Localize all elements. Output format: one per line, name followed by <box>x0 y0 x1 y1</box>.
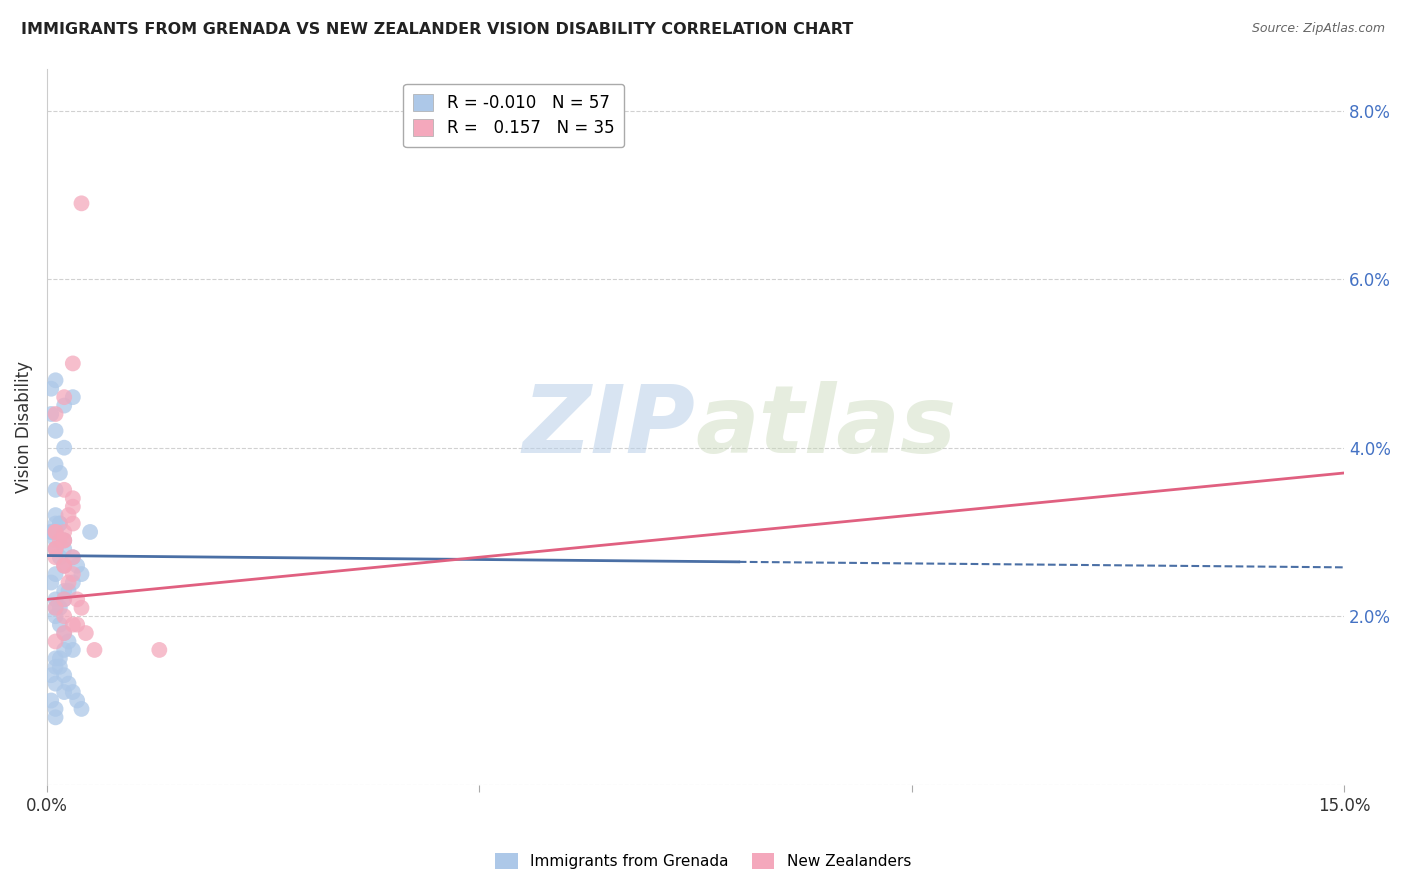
Point <box>53 533 76 548</box>
Point <box>58 676 80 690</box>
Point <box>45 458 67 472</box>
Point <box>49 533 72 548</box>
Point <box>70 600 93 615</box>
Point <box>62 617 84 632</box>
Legend: R = -0.010   N = 57, R =   0.157   N = 35: R = -0.010 N = 57, R = 0.157 N = 35 <box>404 84 624 147</box>
Text: ZIP: ZIP <box>523 381 696 473</box>
Point <box>66 617 89 632</box>
Point <box>83 643 105 657</box>
Point <box>53 390 76 404</box>
Point <box>49 660 72 674</box>
Point <box>62 550 84 565</box>
Point <box>70 702 93 716</box>
Point <box>53 592 76 607</box>
Point <box>49 550 72 565</box>
Point <box>49 516 72 531</box>
Point <box>45 651 67 665</box>
Point <box>45 524 67 539</box>
Point <box>49 466 72 480</box>
Point <box>45 424 67 438</box>
Point <box>39 668 62 682</box>
Point <box>62 390 84 404</box>
Point <box>62 491 84 506</box>
Point <box>45 609 67 624</box>
Point <box>39 407 62 421</box>
Point <box>45 634 67 648</box>
Point <box>53 533 76 548</box>
Point <box>58 508 80 522</box>
Text: IMMIGRANTS FROM GRENADA VS NEW ZEALANDER VISION DISABILITY CORRELATION CHART: IMMIGRANTS FROM GRENADA VS NEW ZEALANDER… <box>21 22 853 37</box>
Point <box>66 558 89 573</box>
Point <box>70 567 93 582</box>
Point <box>62 643 84 657</box>
Point <box>45 676 67 690</box>
Point <box>39 693 62 707</box>
Point <box>53 524 76 539</box>
Point <box>45 524 67 539</box>
Point <box>62 550 84 565</box>
Point <box>58 583 80 598</box>
Point <box>53 643 76 657</box>
Point <box>53 558 76 573</box>
Point <box>45 516 67 531</box>
Point <box>62 500 84 514</box>
Point <box>53 583 76 598</box>
Point <box>53 441 76 455</box>
Text: Source: ZipAtlas.com: Source: ZipAtlas.com <box>1251 22 1385 36</box>
Point <box>53 483 76 497</box>
Point <box>45 533 67 548</box>
Point <box>53 685 76 699</box>
Point <box>39 382 62 396</box>
Point <box>53 609 76 624</box>
Point <box>62 575 84 590</box>
Point <box>79 524 101 539</box>
Point <box>39 575 62 590</box>
Point <box>45 483 67 497</box>
Point <box>49 617 72 632</box>
Point <box>45 407 67 421</box>
Point <box>53 399 76 413</box>
Point <box>45 541 67 556</box>
Point <box>45 541 67 556</box>
Point <box>39 524 62 539</box>
Y-axis label: Vision Disability: Vision Disability <box>15 360 32 492</box>
Point <box>66 693 89 707</box>
Point <box>45 600 67 615</box>
Point <box>45 600 67 615</box>
Point <box>66 592 89 607</box>
Point <box>53 533 76 548</box>
Point <box>45 524 67 539</box>
Text: atlas: atlas <box>696 381 956 473</box>
Point <box>49 651 72 665</box>
Point <box>62 516 84 531</box>
Point <box>58 575 80 590</box>
Point <box>62 685 84 699</box>
Point <box>45 567 67 582</box>
Point <box>53 668 76 682</box>
Point <box>45 660 67 674</box>
Point <box>49 600 72 615</box>
Point <box>49 516 72 531</box>
Point <box>58 634 80 648</box>
Point <box>75 626 97 640</box>
Point <box>45 592 67 607</box>
Point <box>53 541 76 556</box>
Point <box>148 643 170 657</box>
Point <box>62 356 84 370</box>
Point <box>53 626 76 640</box>
Point <box>45 710 67 724</box>
Point <box>45 550 67 565</box>
Point <box>53 626 76 640</box>
Point <box>70 196 93 211</box>
Point <box>39 524 62 539</box>
Point <box>53 592 76 607</box>
Legend: Immigrants from Grenada, New Zealanders: Immigrants from Grenada, New Zealanders <box>489 847 917 875</box>
Point <box>62 567 84 582</box>
Point <box>53 558 76 573</box>
Point <box>45 541 67 556</box>
Point <box>53 558 76 573</box>
Point <box>45 373 67 387</box>
Point <box>45 508 67 522</box>
Point <box>45 702 67 716</box>
